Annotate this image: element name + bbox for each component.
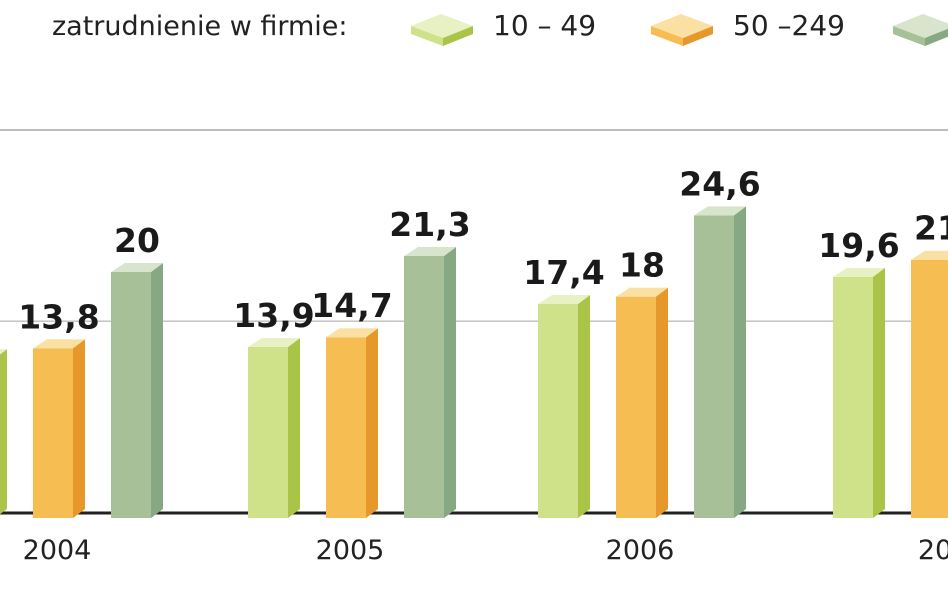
- bar-2006-series-1: [538, 294, 590, 518]
- bars: [0, 206, 948, 519]
- bar-2004-series-2: [33, 339, 85, 518]
- bar-2004-series-3: [111, 263, 163, 518]
- legend-label-2: 50 –249: [733, 9, 845, 42]
- x-tick-label-2007: 20: [918, 535, 948, 566]
- legend-title: zatrudnienie w firmie:: [52, 11, 348, 42]
- legend: zatrudnienie w firmie: 10 – 49 50 –249: [52, 9, 948, 46]
- bar-2006-series-2: [616, 287, 668, 518]
- bar-2006-series-3: [694, 206, 746, 519]
- bar-2007-series-2: [911, 250, 948, 518]
- value-label-2004-series-2: 13,8: [18, 297, 99, 336]
- value-label-2007-series-2: 21: [914, 209, 948, 248]
- bar-2005-series-2: [326, 328, 378, 518]
- value-label-2005-series-2: 14,7: [311, 286, 392, 325]
- bar-2005-series-1: [248, 338, 300, 518]
- bar-2007-series-1: [833, 267, 885, 518]
- legend-label-1: 10 – 49: [493, 9, 596, 42]
- value-label-2005-series-3: 21,3: [389, 205, 470, 244]
- x-tick-label-2005: 2005: [316, 535, 385, 566]
- x-tick-label-2004: 2004: [23, 535, 92, 566]
- x-axis: 2004 2005 2006 20: [23, 535, 948, 566]
- legend-swatch-2: [651, 14, 713, 46]
- legend-swatch-1: [411, 14, 473, 46]
- value-label-2006-series-3: 24,6: [679, 164, 760, 203]
- value-label-2005-series-1: 13,9: [233, 296, 314, 335]
- value-label-2004-series-3: 20: [114, 221, 160, 260]
- value-labels: 13,8 20 13,914,7 21,3 17,4 18 24,6 19,6 21: [18, 164, 948, 336]
- value-label-2006-series-2: 18: [619, 246, 665, 285]
- legend-swatch-3: [893, 14, 948, 46]
- bar-2005-series-3: [404, 247, 456, 518]
- bar-2004-series-1: [0, 349, 7, 515]
- x-tick-label-2006: 2006: [606, 535, 675, 566]
- value-label-2007-series-1: 19,6: [818, 226, 899, 265]
- value-label-2006-series-1: 17,4: [523, 253, 604, 292]
